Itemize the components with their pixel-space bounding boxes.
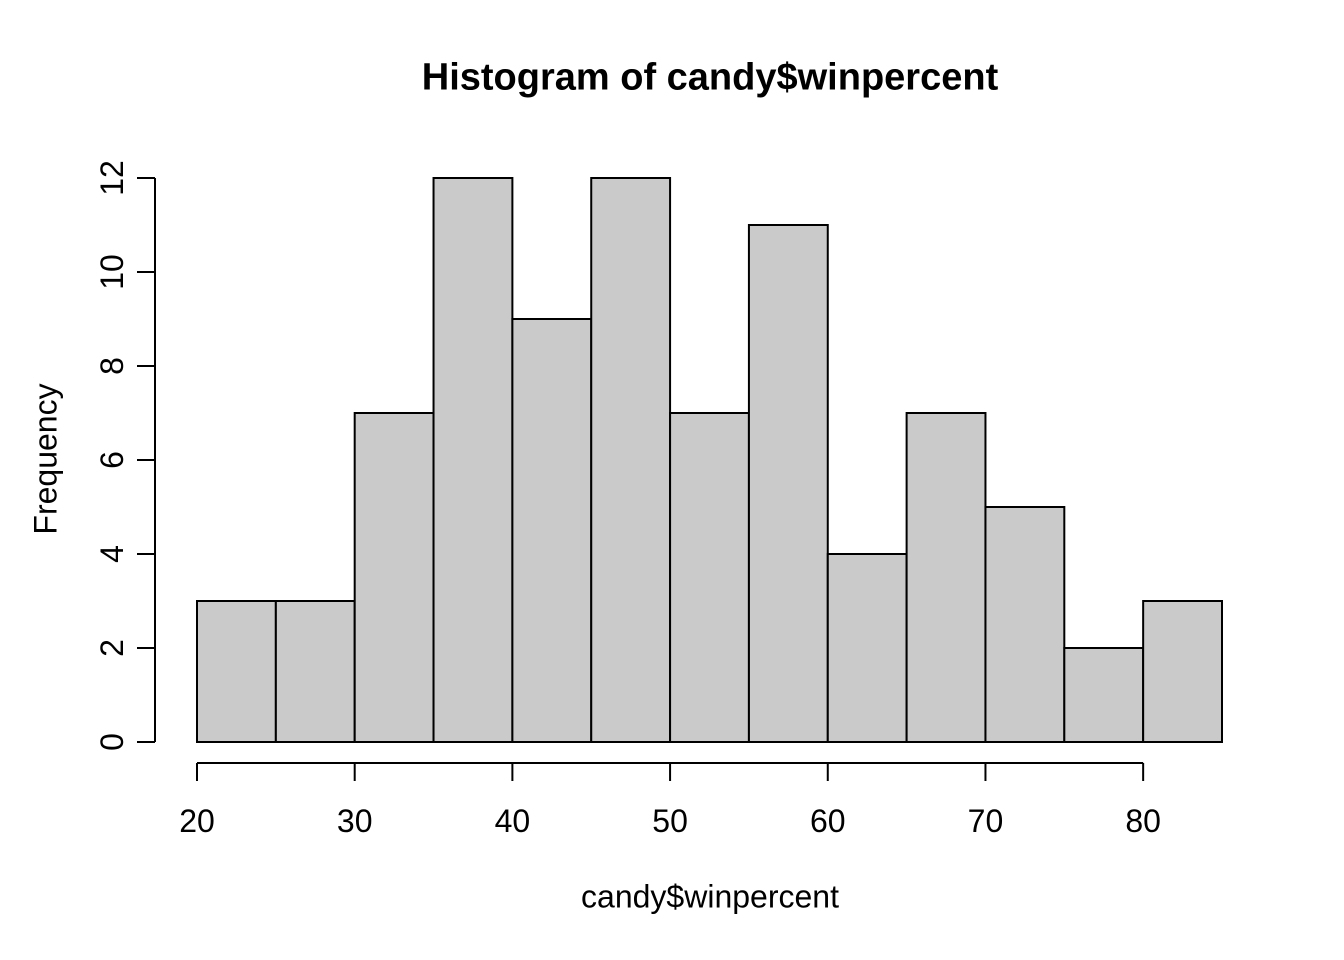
histogram-bar xyxy=(1063,647,1145,743)
y-tick-label: 2 xyxy=(94,639,130,657)
histogram-bar xyxy=(905,412,987,743)
chart-title: Histogram of candy$winpercent xyxy=(421,56,999,99)
histogram-bar xyxy=(196,600,277,743)
x-tick-label: 70 xyxy=(968,803,1004,839)
y-tick-label: 12 xyxy=(94,160,130,196)
histogram-bar xyxy=(432,177,514,743)
histogram-bar xyxy=(511,318,593,743)
x-tick-label: 60 xyxy=(810,803,846,839)
histogram-bar xyxy=(274,600,356,743)
x-axis-label: candy$winpercent xyxy=(581,878,839,915)
x-tick-label: 20 xyxy=(179,803,215,839)
x-tick-label: 30 xyxy=(337,803,373,839)
x-tick-label: 50 xyxy=(652,803,688,839)
x-tick-label: 40 xyxy=(495,803,531,839)
histogram-bar xyxy=(669,412,750,743)
y-tick-label: 10 xyxy=(94,254,130,290)
histogram-bar xyxy=(747,224,829,743)
y-tick-label: 6 xyxy=(94,451,130,469)
x-tick-label: 80 xyxy=(1125,803,1161,839)
histogram-bar xyxy=(984,506,1066,743)
histogram-bar xyxy=(353,412,435,743)
y-tick-label: 0 xyxy=(94,733,130,751)
histogram-bar xyxy=(826,553,908,743)
y-tick-label: 8 xyxy=(94,357,130,375)
histogram-bar xyxy=(1142,600,1223,743)
y-tick-label: 4 xyxy=(94,545,130,563)
histogram-bar xyxy=(590,177,672,743)
